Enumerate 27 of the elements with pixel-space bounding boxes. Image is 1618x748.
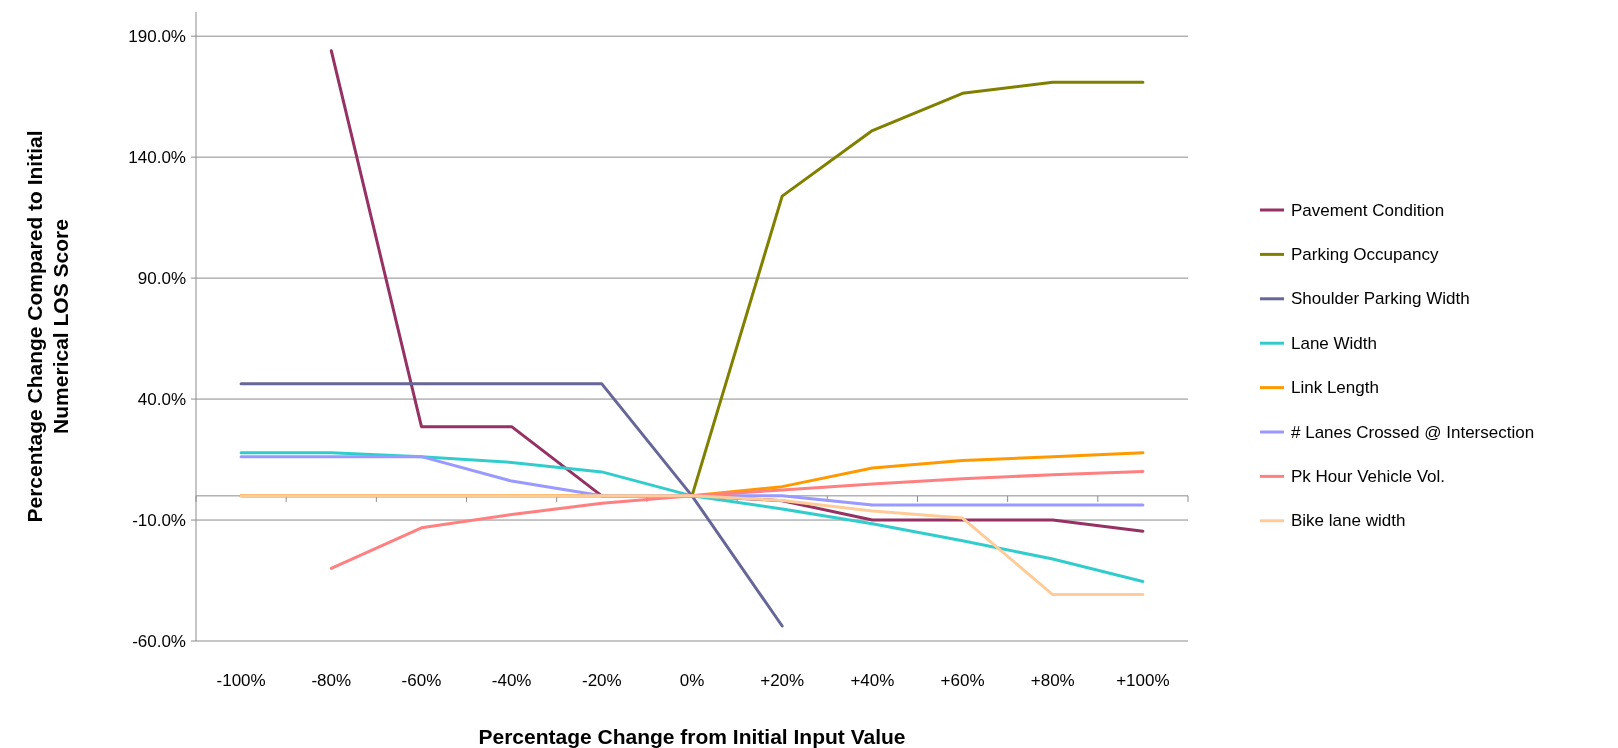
y-tick-label: 140.0% xyxy=(128,147,186,167)
x-tick-label: +40% xyxy=(850,670,895,690)
x-tick-label: +20% xyxy=(760,670,805,690)
x-tick-label: +100% xyxy=(1116,670,1170,690)
x-axis-title: Percentage Change from Initial Input Value xyxy=(478,724,906,748)
y-tick-label: -60.0% xyxy=(132,631,186,651)
x-tick-label: -80% xyxy=(311,670,352,690)
y-tick-label: -10.0% xyxy=(132,510,186,530)
legend-label: Link Length xyxy=(1291,378,1379,398)
legend-label: Lane Width xyxy=(1291,333,1377,353)
legend-label: Parking Occupancy xyxy=(1291,244,1439,264)
legend-label: Pavement Condition xyxy=(1291,200,1445,220)
y-tick-label: 90.0% xyxy=(137,268,186,288)
y-tick-label: 40.0% xyxy=(137,389,186,409)
x-tick-label: +60% xyxy=(940,670,985,690)
x-tick-label: +80% xyxy=(1030,670,1075,690)
y-axis-title: Percentage Change Compared to Initial Numerical LOS Score xyxy=(23,130,72,523)
legend-label: Shoulder Parking Width xyxy=(1291,289,1470,309)
legend-label: # Lanes Crossed @ Intersection xyxy=(1291,422,1535,442)
x-tick-label: -20% xyxy=(581,670,622,690)
legend-label: Bike lane width xyxy=(1291,511,1406,531)
x-tick-label: -60% xyxy=(401,670,442,690)
x-tick-label: -100% xyxy=(216,670,266,690)
x-tick-label: 0% xyxy=(679,670,705,690)
y-tick-label: 190.0% xyxy=(128,26,186,46)
x-tick-label: -40% xyxy=(491,670,532,690)
legend-label: Pk Hour Vehicle Vol. xyxy=(1291,466,1446,486)
